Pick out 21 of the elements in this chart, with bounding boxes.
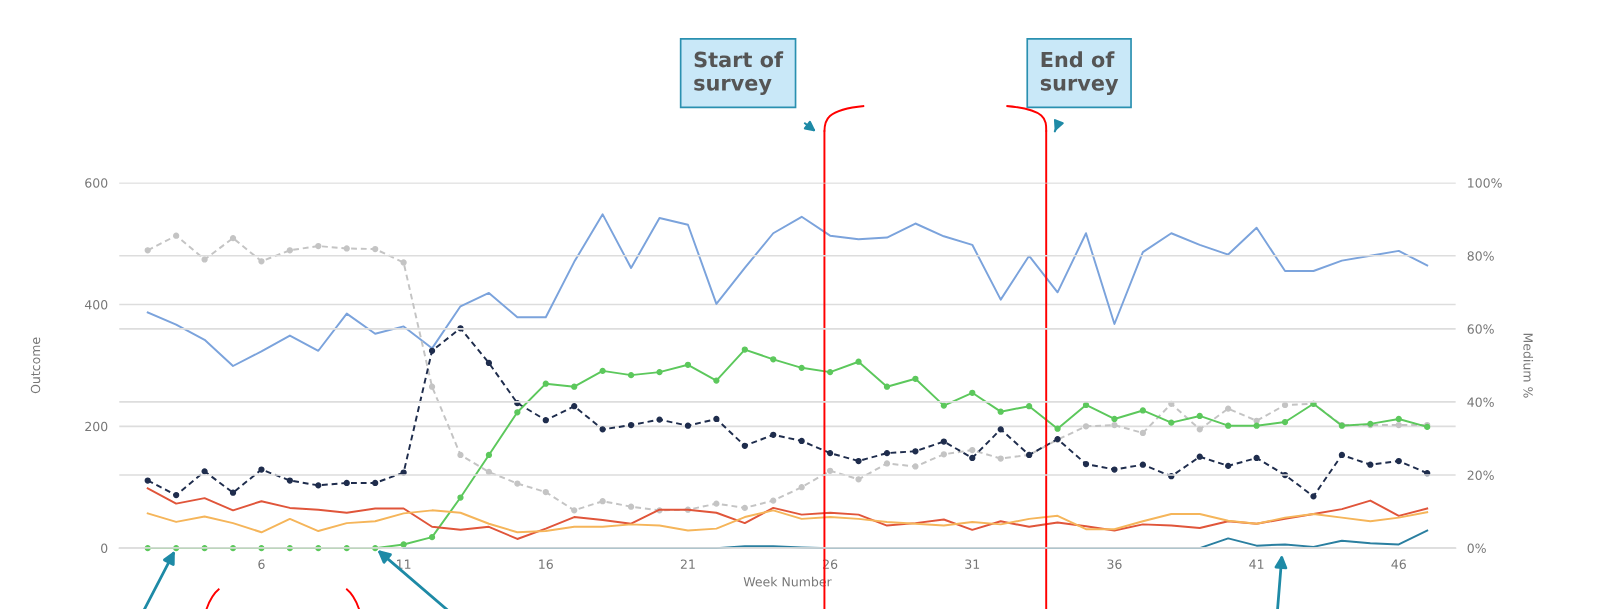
- y-tick-label: 600: [85, 178, 108, 188]
- y2-tick-label: 60%: [1467, 324, 1494, 334]
- y2-axis-title: Medium %: [1523, 333, 1534, 398]
- x-tick-label: 46: [1391, 559, 1406, 569]
- text: Start of survey: [694, 51, 784, 95]
- y2-tick-label: 20%: [1467, 470, 1494, 480]
- y2-tick-label: 40%: [1467, 397, 1494, 407]
- y2-tick-label: 0%: [1467, 543, 1486, 554]
- text: End of survey: [1040, 51, 1119, 95]
- y-axis-title: Outcome: [30, 337, 41, 394]
- y2-tick-label: 100%: [1468, 178, 1502, 188]
- x-tick-label: 6: [258, 559, 265, 569]
- y2-tick-label: 80%: [1467, 251, 1494, 261]
- x-tick-label: 16: [539, 559, 553, 569]
- x-tick-label: 41: [1249, 559, 1264, 569]
- y-tick-label: 400: [84, 299, 108, 310]
- y-tick-label: 200: [85, 421, 108, 432]
- y-tick-label: 0: [101, 543, 108, 554]
- x-tick-label: 31: [965, 559, 980, 569]
- x-tick-label: 36: [1107, 559, 1122, 569]
- x-tick-label: 21: [680, 559, 695, 569]
